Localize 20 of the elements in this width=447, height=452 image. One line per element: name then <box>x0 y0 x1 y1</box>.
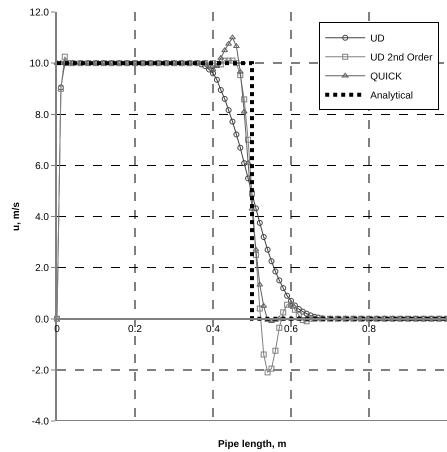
legend-label: QUICK <box>370 72 402 83</box>
y-tick-label: -2.0 <box>32 365 50 376</box>
y-tick-label: 12.0 <box>30 8 50 18</box>
y-tick-label: 0.0 <box>35 314 50 326</box>
y-tick-label: 8.0 <box>35 110 50 121</box>
y-tick-label: 2.0 <box>35 263 50 274</box>
y-tick-label: 10.0 <box>30 58 50 70</box>
x-tick-label: 0.8 <box>362 324 376 335</box>
x-tick-label: 0.4 <box>206 324 220 335</box>
x-tick-label: 0.6 <box>284 324 298 335</box>
x-tick-label: 0.2 <box>128 324 142 335</box>
x-tick-label: 0 <box>54 324 60 335</box>
y-tick-label: 4.0 <box>35 212 50 223</box>
legend-label: UD 2nd Order <box>370 52 434 64</box>
x-axis-title: Pipe length, m <box>218 439 286 450</box>
legend-label: UD <box>370 34 385 45</box>
y-axis-title: u, m/s <box>11 202 22 231</box>
legend-label: Analytical <box>370 90 414 102</box>
y-tick-label: 6.0 <box>35 160 50 172</box>
y-tick-label: -4.0 <box>32 416 50 428</box>
